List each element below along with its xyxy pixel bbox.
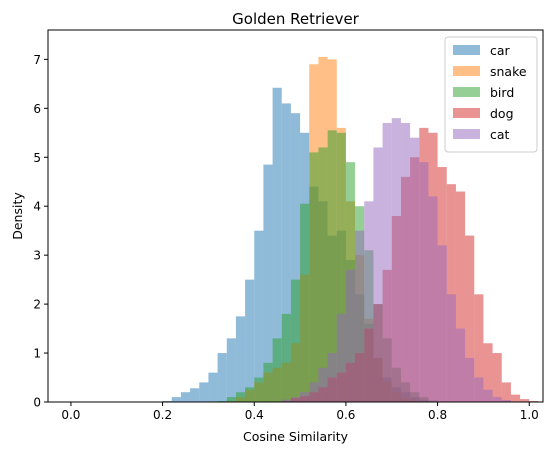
bar-cat-12 [391, 118, 401, 402]
bar-car-9 [245, 279, 255, 402]
bar-bird-1 [226, 397, 236, 402]
x-tick-label: 0.6 [336, 408, 355, 422]
bar-cat-4 [318, 367, 328, 402]
bar-cat-15 [419, 162, 429, 402]
bar-dog-19 [455, 191, 466, 402]
bar-car-4 [199, 382, 209, 402]
bar-cat-20 [465, 357, 475, 402]
bar-bird-12 [327, 130, 337, 402]
bar-cat-5 [327, 353, 337, 402]
bar-bird-10 [309, 152, 319, 402]
x-tick-label: 0.8 [428, 408, 447, 422]
bar-car-6 [217, 353, 227, 402]
bar-dog-21 [474, 294, 484, 402]
plot-frame [47, 29, 544, 403]
y-tick-label: 5 [33, 151, 41, 165]
y-tick-label: 7 [33, 53, 41, 67]
y-tick-label: 2 [33, 298, 41, 312]
histogram-bars [162, 56, 539, 402]
bar-cat-7 [345, 269, 356, 402]
y-tick-label: 0 [33, 396, 41, 410]
x-axis: 0.0 0.2 0.4 0.6 0.8 1.0 [61, 402, 539, 422]
legend-box [444, 36, 538, 153]
bar-bird-9 [300, 203, 310, 402]
bar-dog-20 [465, 235, 475, 402]
bar-bird-11 [318, 147, 328, 402]
y-tick-label: 1 [33, 347, 41, 361]
bar-cat-2 [300, 392, 310, 402]
bar-car-14 [290, 113, 301, 402]
legend-swatch-bird [453, 87, 480, 97]
bar-car-13 [281, 103, 291, 402]
x-tick-label: 0.4 [245, 408, 264, 422]
bar-cat-14 [410, 137, 420, 402]
legend-swatch-cat [453, 129, 480, 139]
bar-dog-25 [510, 394, 521, 402]
legend-label-dog: dog [490, 106, 514, 121]
bar-bird-8 [290, 279, 301, 402]
y-tick-label: 3 [33, 249, 41, 263]
bar-cat-16 [428, 196, 438, 402]
bar-dog-22 [483, 343, 493, 402]
legend-label-cat: cat [490, 127, 510, 142]
bar-bird-4 [254, 377, 264, 402]
bar-cat-19 [455, 328, 466, 402]
bar-dog-24 [501, 382, 511, 402]
legend-swatch-snake [453, 66, 480, 76]
y-axis: 0 1 2 3 4 5 6 7 [33, 53, 48, 410]
bar-car-1 [171, 397, 181, 402]
bar-car-7 [226, 338, 236, 402]
bar-cat-17 [437, 245, 447, 402]
legend-label-bird: bird [490, 85, 514, 100]
bar-cat-10 [373, 147, 383, 402]
bar-cat-23 [492, 397, 502, 402]
bar-car-10 [254, 230, 264, 402]
bar-cat-8 [355, 230, 365, 402]
x-tick-label: 0.0 [61, 408, 80, 422]
bar-cat-24 [501, 400, 511, 402]
bar-cat-9 [364, 201, 374, 402]
plot-area [47, 29, 544, 403]
bar-dog-23 [492, 353, 502, 402]
legend-swatch-car [453, 45, 480, 55]
bar-cat-18 [446, 294, 456, 402]
y-tick-label: 6 [33, 102, 41, 116]
bar-bird-5 [263, 362, 273, 402]
bar-bird-13 [336, 132, 346, 402]
bar-cat-1 [290, 397, 301, 402]
y-axis-label: Density [10, 192, 25, 240]
bar-car-5 [208, 372, 218, 402]
legend: car snake bird dog cat [444, 36, 538, 153]
x-tick-label: 0.2 [153, 408, 172, 422]
y-tick-label: 4 [33, 200, 41, 214]
bar-cat-6 [336, 313, 346, 402]
bar-bird-6 [272, 338, 282, 402]
bar-car-8 [235, 316, 246, 402]
legend-swatch-dog [453, 108, 480, 118]
legend-label-snake: snake [490, 64, 527, 79]
x-tick-label: 1.0 [520, 408, 539, 422]
bar-car-2 [180, 392, 191, 402]
bar-cat-13 [400, 123, 411, 402]
bar-bird-7 [281, 313, 291, 402]
bar-cat-11 [382, 123, 392, 402]
bar-cat-0 [281, 399, 291, 402]
legend-label-car: car [490, 43, 511, 58]
bar-bird-2 [235, 392, 246, 402]
bar-bird-3 [245, 387, 255, 402]
chart-title: Golden Retriever [232, 10, 360, 28]
bar-car-11 [263, 164, 273, 402]
bar-car-12 [272, 87, 282, 402]
x-axis-label: Cosine Similarity [243, 429, 349, 444]
bar-cat-22 [483, 389, 493, 402]
bar-cat-3 [309, 382, 319, 402]
bar-car-3 [190, 388, 200, 402]
bar-cat-21 [474, 377, 484, 402]
bar-dog-26 [520, 399, 530, 402]
bar-dog-18 [446, 184, 456, 402]
